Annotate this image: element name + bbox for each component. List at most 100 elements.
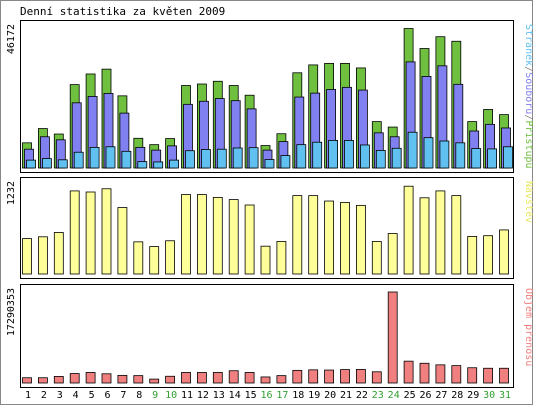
x-tick-label: 9 bbox=[152, 390, 158, 401]
bar-mid-n-v-t-v-3 bbox=[53, 232, 64, 275]
bar-mid-n-v-t-v-31 bbox=[499, 229, 509, 275]
bar-bottom-objem-p-enosu-19 bbox=[308, 369, 319, 384]
x-tick-label: 5 bbox=[89, 390, 95, 401]
bar-top-str-nek-11 bbox=[185, 150, 195, 169]
bar-mid-n-v-t-v-1 bbox=[22, 238, 32, 275]
bar-mid-n-v-t-v-12 bbox=[196, 194, 207, 275]
bar-top-str-nek-23 bbox=[375, 150, 386, 169]
bar-top-str-nek-31 bbox=[503, 146, 513, 169]
bar-bottom-objem-p-enosu-23 bbox=[371, 371, 382, 384]
bar-bottom-objem-p-enosu-25 bbox=[403, 360, 414, 384]
bar-bottom-objem-p-enosu-4 bbox=[69, 373, 80, 384]
legend-top: Stránek/Souborů/Přístupů bbox=[523, 24, 533, 169]
bar-mid-n-v-t-v-16 bbox=[260, 245, 271, 275]
x-tick-label: 4 bbox=[73, 390, 79, 401]
x-axis-labels: 1 2 3 4 5 6 7 8 9 10 11 12 13 14 15 16 17 18 19 20 21 22 23 24 2… bbox=[25, 390, 511, 401]
legend-entry: Souborů bbox=[523, 72, 533, 114]
bar-mid-n-v-t-v-28 bbox=[451, 195, 462, 275]
bar-mid-n-v-t-v-29 bbox=[467, 236, 478, 275]
bar-bottom-objem-p-enosu-10 bbox=[165, 375, 176, 384]
legend-entry: / bbox=[523, 114, 533, 120]
bar-bottom-objem-p-enosu-14 bbox=[228, 370, 239, 384]
x-tick-label: 10 bbox=[165, 390, 177, 401]
x-tick-label: 28 bbox=[451, 390, 463, 401]
bar-top-str-nek-13 bbox=[216, 148, 227, 169]
bar-top-str-nek-28 bbox=[455, 142, 466, 169]
bar-mid-n-v-t-v-21 bbox=[340, 202, 350, 275]
bar-bottom-objem-p-enosu-17 bbox=[276, 375, 287, 384]
bar-bottom-objem-p-enosu-6 bbox=[101, 373, 112, 384]
bar-bottom-objem-p-enosu-18 bbox=[292, 369, 303, 384]
bar-bottom-objem-p-enosu-5 bbox=[85, 372, 96, 384]
x-tick-label: 24 bbox=[388, 390, 400, 401]
bar-mid-n-v-t-v-19 bbox=[308, 195, 319, 275]
bar-bottom-objem-p-enosu-7 bbox=[117, 374, 128, 384]
bar-mid-n-v-t-v-25 bbox=[403, 185, 414, 275]
bar-bottom-objem-p-enosu-13 bbox=[212, 372, 223, 384]
legend-mid: Návštěv bbox=[523, 181, 533, 223]
x-tick-label: 11 bbox=[181, 390, 193, 401]
bar-bottom-objem-p-enosu-27 bbox=[435, 364, 446, 384]
bar-top-str-nek-16 bbox=[264, 159, 275, 169]
bar-mid-n-v-t-v-17 bbox=[276, 241, 287, 275]
bar-top-str-nek-22 bbox=[359, 144, 370, 169]
x-tick-label: 8 bbox=[136, 390, 142, 401]
x-tick-label: 31 bbox=[499, 390, 511, 401]
bar-mid-n-v-t-v-22 bbox=[355, 204, 366, 275]
bar-top-str-nek-14 bbox=[232, 147, 243, 169]
bar-bottom-objem-p-enosu-3 bbox=[53, 376, 64, 384]
y-max-label: 46172 bbox=[6, 24, 17, 54]
bar-top-str-nek-9 bbox=[153, 161, 164, 169]
bar-mid-n-v-t-v-18 bbox=[292, 195, 303, 275]
bar-top-str-nek-21 bbox=[344, 140, 354, 169]
panel-top: 46172 Stránek/Souborů/Přístupů bbox=[6, 20, 533, 173]
panel-frame bbox=[20, 284, 514, 388]
legend-entry: Návštěv bbox=[523, 181, 533, 223]
bar-bottom-objem-p-enosu-28 bbox=[451, 365, 462, 384]
bar-bottom-objem-p-enosu-2 bbox=[38, 377, 48, 384]
bar-top-str-nek-17 bbox=[280, 155, 291, 169]
bar-mid-n-v-t-v-24 bbox=[387, 233, 398, 275]
bar-top-str-nek-7 bbox=[121, 150, 132, 169]
bar-mid-n-v-t-v-11 bbox=[181, 194, 191, 275]
bar-mid-n-v-t-v-5 bbox=[85, 191, 96, 275]
legend-entry: / bbox=[523, 66, 533, 72]
x-tick-label: 12 bbox=[197, 390, 209, 401]
bar-mid-n-v-t-v-23 bbox=[371, 241, 382, 275]
x-tick-label: 6 bbox=[104, 390, 110, 401]
bar-bottom-objem-p-enosu-11 bbox=[181, 372, 191, 384]
x-tick-label: 1 bbox=[25, 390, 31, 401]
x-tick-label: 7 bbox=[120, 390, 126, 401]
x-tick-label: 20 bbox=[324, 390, 336, 401]
bar-top-str-nek-24 bbox=[391, 147, 402, 169]
x-tick-label: 27 bbox=[435, 390, 447, 401]
bar-bottom-objem-p-enosu-8 bbox=[133, 375, 144, 384]
bar-bottom-objem-p-enosu-20 bbox=[324, 369, 335, 384]
bar-bottom-objem-p-enosu-15 bbox=[244, 372, 255, 384]
x-tick-label: 22 bbox=[356, 390, 368, 401]
bar-mid-n-v-t-v-10 bbox=[165, 240, 176, 275]
bar-top-str-nek-10 bbox=[169, 159, 180, 169]
bar-bottom-objem-p-enosu-24 bbox=[387, 291, 398, 384]
x-tick-label: 30 bbox=[483, 390, 495, 401]
y-max-label: 17290353 bbox=[6, 288, 17, 336]
bar-top-str-nek-18 bbox=[296, 144, 307, 169]
bar-bottom-objem-p-enosu-1 bbox=[22, 377, 32, 384]
bar-top-str-nek-29 bbox=[471, 148, 482, 169]
x-tick-label: 25 bbox=[404, 390, 416, 401]
bar-bottom-objem-p-enosu-9 bbox=[149, 378, 160, 384]
bar-mid-n-v-t-v-20 bbox=[324, 200, 335, 275]
x-tick-label: 21 bbox=[340, 390, 352, 401]
bar-top-str-nek-30 bbox=[487, 148, 498, 169]
x-tick-label: 23 bbox=[372, 390, 384, 401]
legend-entry: Objem přenosu bbox=[523, 288, 533, 366]
x-tick-label: 17 bbox=[276, 390, 288, 401]
legend-bottom: Objem přenosu bbox=[523, 288, 533, 366]
bar-mid-n-v-t-v-14 bbox=[228, 199, 239, 275]
bar-top-str-nek-26 bbox=[423, 137, 434, 169]
x-tick-label: 13 bbox=[213, 390, 225, 401]
x-tick-label: 26 bbox=[419, 390, 431, 401]
x-tick-label: 16 bbox=[260, 390, 272, 401]
